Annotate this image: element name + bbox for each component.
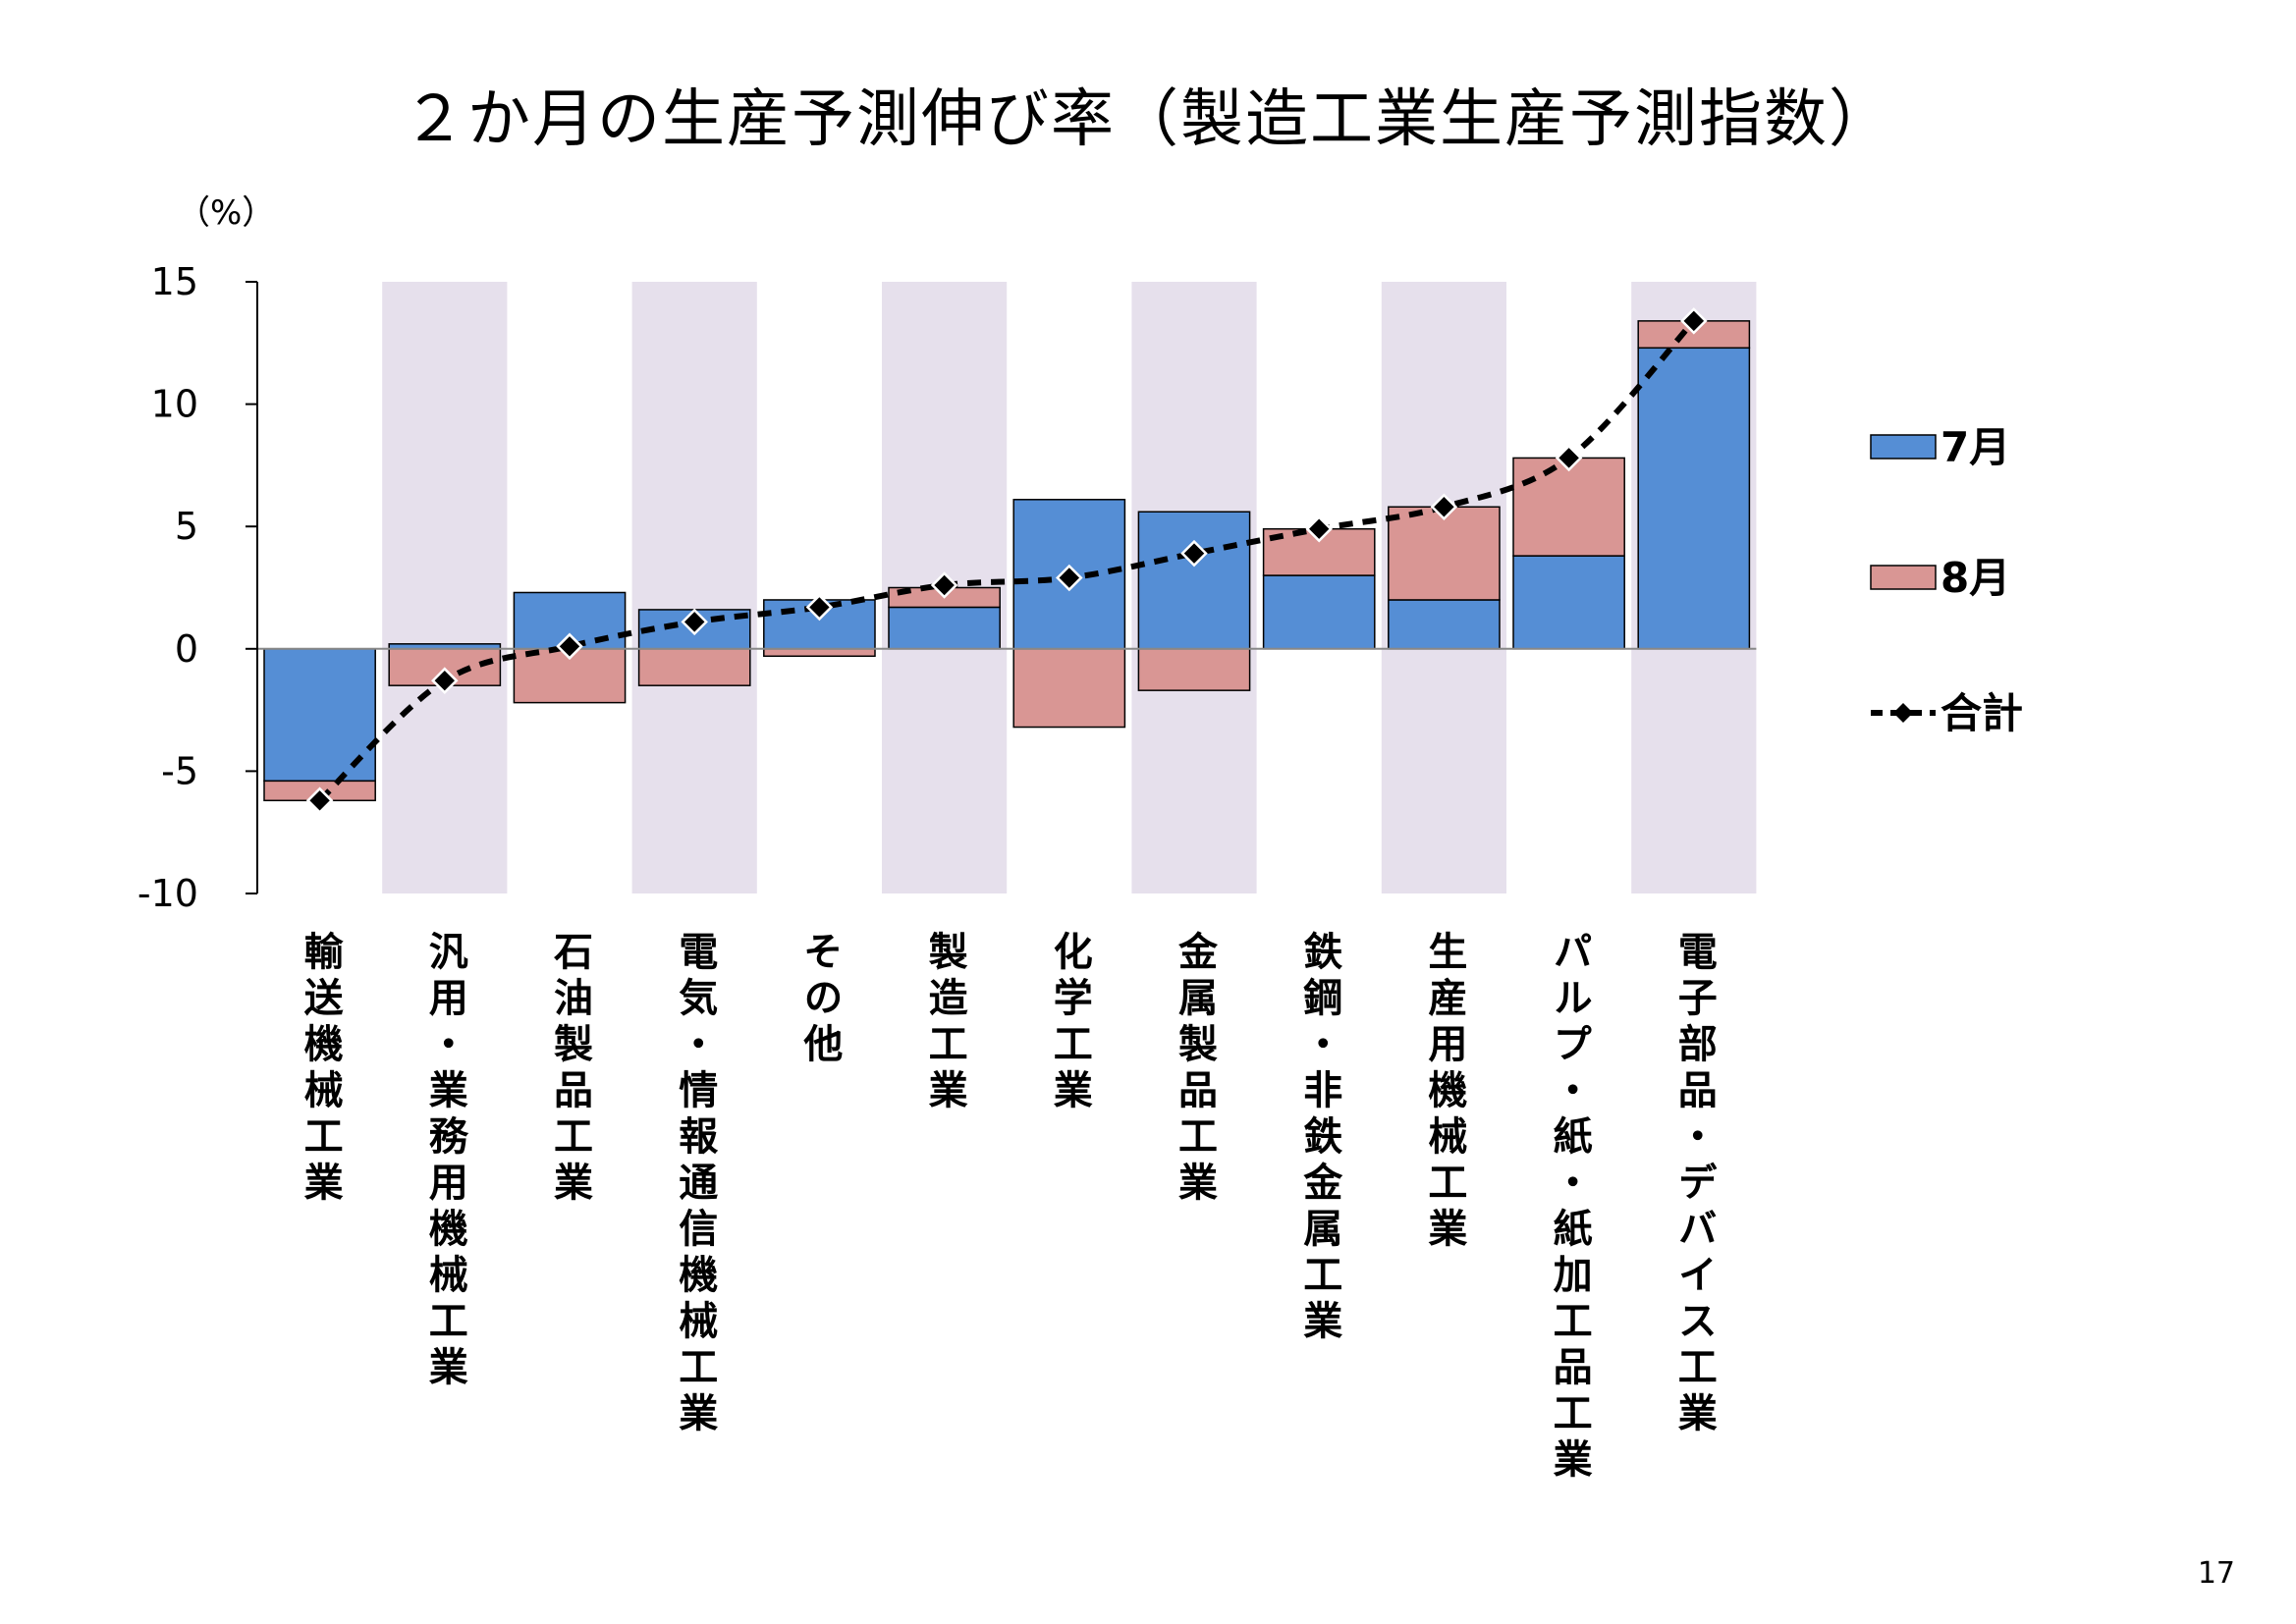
bars (263, 320, 1751, 802)
y-tick-label: 15 (151, 260, 198, 303)
bar-august (1012, 648, 1126, 729)
y-tick-label: 5 (175, 505, 198, 548)
legend-label: 合計 (1941, 689, 2023, 737)
x-tick-label: 金属製品工業 (1172, 930, 1219, 1208)
total-marker (681, 608, 708, 636)
x-tick-label: 電気・情報通信機械工業 (672, 931, 718, 1438)
x-tick-label: 輸送機械工業 (298, 931, 344, 1208)
x-tick-label: 電子部品・デバイス工業 (1671, 931, 1718, 1438)
x-tick-label: 石油製品工業 (547, 931, 593, 1208)
x-axis-labels: 輸送機械工業 汎用・業務用機械工業 石油製品工業 電気・情報通信機械工業 その他 製造工業… (298, 930, 1718, 1485)
total-marker (431, 667, 459, 694)
legend-swatch (1870, 565, 1937, 590)
chart-title: ２か月の生産予測伸び率（製造工業生産予測指数） (403, 83, 1893, 156)
y-tick-label: 10 (151, 383, 198, 426)
y-unit-label: （%） (177, 193, 275, 233)
bar-july (1637, 347, 1751, 650)
y-tick-label: -5 (161, 749, 198, 792)
y-tick-label: 0 (175, 627, 198, 671)
bar-july (1388, 599, 1501, 650)
total-marker (305, 786, 334, 815)
total-marker (805, 593, 834, 622)
bar-july (1512, 555, 1625, 650)
page-number: 17 (2197, 1556, 2235, 1591)
total-marker (1555, 444, 1583, 472)
bar-july (888, 606, 1001, 650)
bar-august (1388, 506, 1501, 601)
bar-july (1262, 574, 1376, 650)
bar-august (1512, 457, 1625, 557)
x-tick-label: 生産用機械工業 (1421, 931, 1467, 1254)
legend-marker (1893, 703, 1913, 723)
total-marker (556, 632, 583, 661)
total-marker (1680, 307, 1708, 335)
legend-swatch (1870, 434, 1937, 460)
legend-label: 8月 (1941, 554, 2010, 602)
legend-label: 7月 (1941, 423, 2010, 471)
shaded-band (382, 282, 508, 893)
total-marker (1056, 564, 1083, 592)
x-tick-label: 汎用・業務用機械工業 (422, 931, 468, 1392)
bar-august (1137, 648, 1251, 691)
x-tick-label: 鉄鋼・非鉄金属工業 (1296, 931, 1343, 1346)
total-marker (930, 571, 958, 599)
bar-july (1137, 511, 1251, 650)
y-axis: 15 10 5 0 -5 -10 (137, 260, 1757, 915)
x-tick-label: その他 (796, 931, 844, 1069)
shaded-band (631, 282, 757, 893)
x-tick-label: 製造工業 (922, 931, 968, 1115)
bar-august (763, 648, 876, 658)
y-tick-label: -10 (137, 872, 198, 915)
total-line (305, 307, 1708, 815)
bar-august (637, 648, 751, 686)
x-tick-label: パルプ・紙・紙加工品工業 (1547, 931, 1593, 1485)
total-marker (1180, 539, 1208, 568)
total-marker (1305, 514, 1333, 543)
x-tick-label: 化学工業 (1047, 931, 1093, 1115)
total-marker (1430, 493, 1458, 521)
